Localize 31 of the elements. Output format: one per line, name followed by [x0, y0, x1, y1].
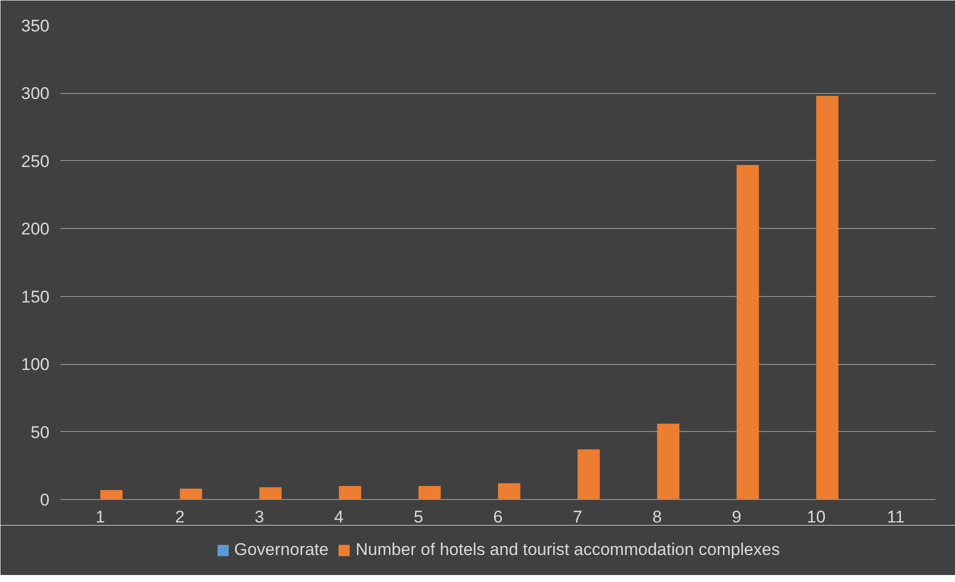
- x-tick-label: 2: [175, 508, 185, 526]
- y-tick-label: 200: [21, 220, 50, 239]
- legend-label: Number of hotels and tourist accommodation complexes: [356, 540, 780, 560]
- x-tick-label: 10: [806, 508, 826, 526]
- bar: [180, 488, 202, 500]
- legend-label: Governorate: [234, 540, 329, 560]
- x-tick-label: 9: [732, 508, 742, 526]
- x-tick-label: 6: [493, 508, 503, 526]
- bar: [338, 486, 362, 500]
- bar: [498, 483, 520, 500]
- bar: [816, 96, 838, 500]
- x-tick-label: 7: [572, 508, 582, 526]
- x-tick-label: 5: [414, 508, 424, 526]
- y-tick-label: 250: [21, 152, 50, 171]
- x-tick-label: 11: [886, 508, 905, 526]
- y-tick-label: 50: [30, 422, 50, 442]
- bar: [736, 164, 759, 500]
- bar: [259, 487, 282, 500]
- bar: [100, 490, 123, 500]
- x-tick-label: 8: [652, 508, 662, 526]
- y-tick-label: 350: [21, 16, 50, 36]
- x-tick-label: 1: [96, 508, 106, 526]
- x-tick-label: 3: [254, 508, 264, 526]
- bar: [418, 486, 441, 500]
- y-tick-label: 100: [21, 355, 50, 374]
- bar: [578, 449, 600, 500]
- y-tick-label: 150: [21, 287, 50, 306]
- x-tick-label: 4: [334, 508, 344, 526]
- y-tick-label: 0: [40, 490, 50, 510]
- bar: [657, 424, 680, 500]
- y-tick-label: 300: [21, 84, 50, 104]
